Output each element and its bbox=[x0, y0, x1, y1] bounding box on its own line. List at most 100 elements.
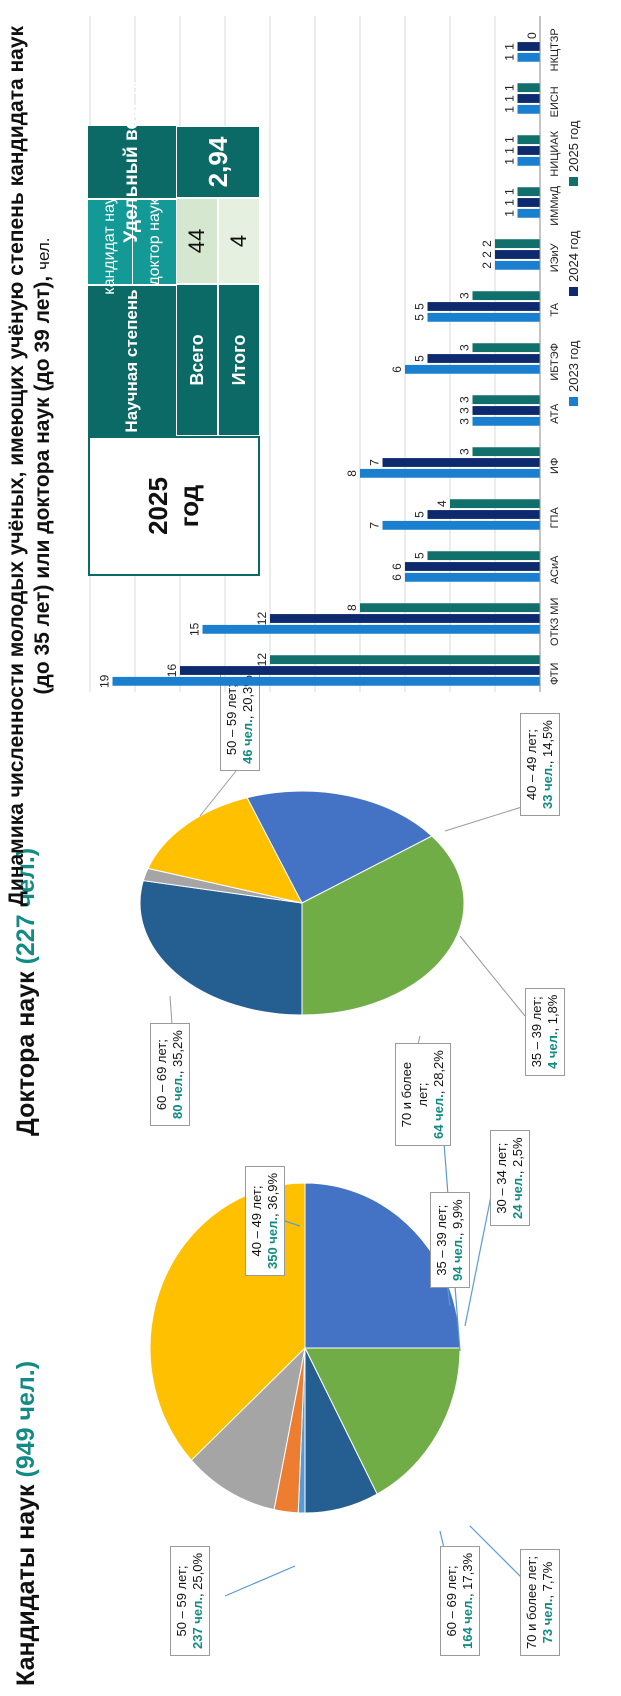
bar-value-3-2: 4 bbox=[435, 500, 449, 507]
bar-0-1 bbox=[180, 666, 540, 675]
bar-value-0-0: 19 bbox=[98, 674, 112, 688]
bar-value-6-1: 5 bbox=[413, 355, 427, 362]
bar-value-12-2: 0 bbox=[525, 32, 539, 39]
bar-category-10: НИЦИАК bbox=[549, 130, 561, 176]
legend-swatch-0 bbox=[569, 397, 578, 406]
bar-6-2 bbox=[472, 343, 540, 353]
bar-value-10-0: 1 bbox=[503, 158, 517, 165]
bar-category-7: ТА bbox=[549, 302, 561, 316]
bar-9-0 bbox=[517, 208, 540, 218]
bar-value-3-1: 5 bbox=[413, 511, 427, 518]
table-share-value: 2,94 bbox=[176, 126, 260, 198]
legend-label-1: 2024 год bbox=[566, 230, 581, 282]
bar-value-1-0: 15 bbox=[188, 622, 202, 636]
leader-d-2 bbox=[199, 765, 241, 817]
bar-3-1 bbox=[427, 510, 540, 519]
bar-11-0 bbox=[517, 104, 540, 114]
doctors-slice-2 bbox=[147, 797, 303, 904]
bar-category-11: ЕИСН bbox=[549, 86, 561, 117]
bar-5-0 bbox=[472, 416, 540, 426]
bar-10-2 bbox=[517, 135, 540, 145]
bar-value-2-2: 5 bbox=[413, 552, 427, 559]
bar-3-2 bbox=[450, 499, 540, 509]
bar-1-0 bbox=[202, 624, 540, 634]
bar-8-1 bbox=[495, 250, 540, 259]
bar-value-6-0: 6 bbox=[390, 366, 404, 373]
legend-label-2: 2025 год bbox=[566, 120, 581, 172]
leader-d-1 bbox=[444, 805, 526, 832]
bar-12-1 bbox=[517, 42, 540, 51]
bar-value-0-2: 12 bbox=[255, 653, 269, 667]
bar-category-0: ФТИ bbox=[549, 663, 561, 685]
table-header-total-label: Всего bbox=[176, 284, 218, 436]
bar-8-0 bbox=[495, 260, 540, 270]
bar-5-1 bbox=[472, 406, 540, 415]
bar-value-9-0: 1 bbox=[503, 210, 517, 217]
leader-d-0 bbox=[459, 935, 526, 1017]
bar-value-1-1: 12 bbox=[255, 612, 269, 626]
bar-6-0 bbox=[405, 364, 540, 374]
bar-value-0-1: 16 bbox=[165, 664, 179, 678]
bar-value-4-2: 3 bbox=[458, 448, 472, 455]
bar-2-2 bbox=[427, 551, 540, 561]
bar-4-2 bbox=[472, 447, 540, 457]
candidates-slice-5 bbox=[304, 1347, 461, 1495]
bar-category-9: ИММиД bbox=[549, 185, 561, 225]
legend-label-0: 2023 год bbox=[566, 340, 581, 392]
bar-value-8-1: 2 bbox=[480, 251, 494, 258]
bar-9-1 bbox=[517, 198, 540, 207]
bar-category-12: НКЦТЗР bbox=[549, 28, 561, 71]
bar-value-5-0: 3 bbox=[458, 418, 472, 425]
bar-value-11-0: 1 bbox=[503, 106, 517, 113]
bar-value-8-0: 2 bbox=[480, 262, 494, 269]
bar-value-8-2: 2 bbox=[480, 240, 494, 247]
bar-value-3-0: 7 bbox=[368, 522, 382, 529]
doctors-slice-4 bbox=[301, 835, 465, 1016]
legend-swatch-2 bbox=[569, 177, 578, 186]
bar-value-5-2: 3 bbox=[458, 396, 472, 403]
bar-value-10-2: 1 bbox=[503, 136, 517, 143]
bar-category-8: ИЭиУ bbox=[549, 242, 561, 272]
bar-7-1 bbox=[427, 302, 540, 311]
bar-value-11-1: 1 bbox=[503, 95, 517, 102]
bar-value-12-0: 1 bbox=[503, 54, 517, 61]
bar-value-7-1: 5 bbox=[413, 303, 427, 310]
bar-4-0 bbox=[360, 468, 540, 478]
bar-5-2 bbox=[472, 395, 540, 405]
bar-0-0 bbox=[112, 676, 540, 686]
table-row1-value: 44 bbox=[176, 198, 218, 284]
bar-1-1 bbox=[270, 614, 540, 623]
bar-value-9-2: 1 bbox=[503, 188, 517, 195]
bar-category-5: АТА bbox=[549, 403, 561, 424]
bar-category-1: ОТКЗ МИ bbox=[549, 598, 561, 646]
bar-value-7-2: 3 bbox=[458, 292, 472, 299]
bar-7-2 bbox=[472, 291, 540, 301]
bar-value-4-1: 7 bbox=[368, 459, 382, 466]
bar-category-3: ГПА bbox=[549, 507, 561, 529]
bar-0-2 bbox=[270, 655, 540, 665]
bar-3-0 bbox=[382, 520, 540, 530]
bar-value-11-2: 1 bbox=[503, 84, 517, 91]
candidates-slice-2 bbox=[190, 1346, 306, 1511]
bar-6-1 bbox=[427, 354, 540, 363]
bar-category-4: ИФ bbox=[549, 458, 561, 474]
bar-4-1 bbox=[382, 458, 540, 467]
bar-11-1 bbox=[517, 94, 540, 103]
bar-value-2-1: 6 bbox=[390, 563, 404, 570]
bar-12-0 bbox=[517, 52, 540, 62]
bar-value-6-2: 3 bbox=[458, 344, 472, 351]
bar-2-1 bbox=[405, 562, 540, 571]
bar-7-0 bbox=[427, 312, 540, 322]
table-header-sum-label: Итого bbox=[218, 284, 260, 436]
bar-value-2-0: 6 bbox=[390, 574, 404, 581]
bar-category-6: ИБТЭФ bbox=[549, 343, 561, 381]
bar-10-1 bbox=[517, 146, 540, 155]
bar-11-2 bbox=[517, 83, 540, 93]
bar-value-4-0: 8 bbox=[345, 470, 359, 477]
bar-value-1-2: 8 bbox=[345, 604, 359, 611]
table-row2-value: 4 bbox=[218, 198, 260, 284]
